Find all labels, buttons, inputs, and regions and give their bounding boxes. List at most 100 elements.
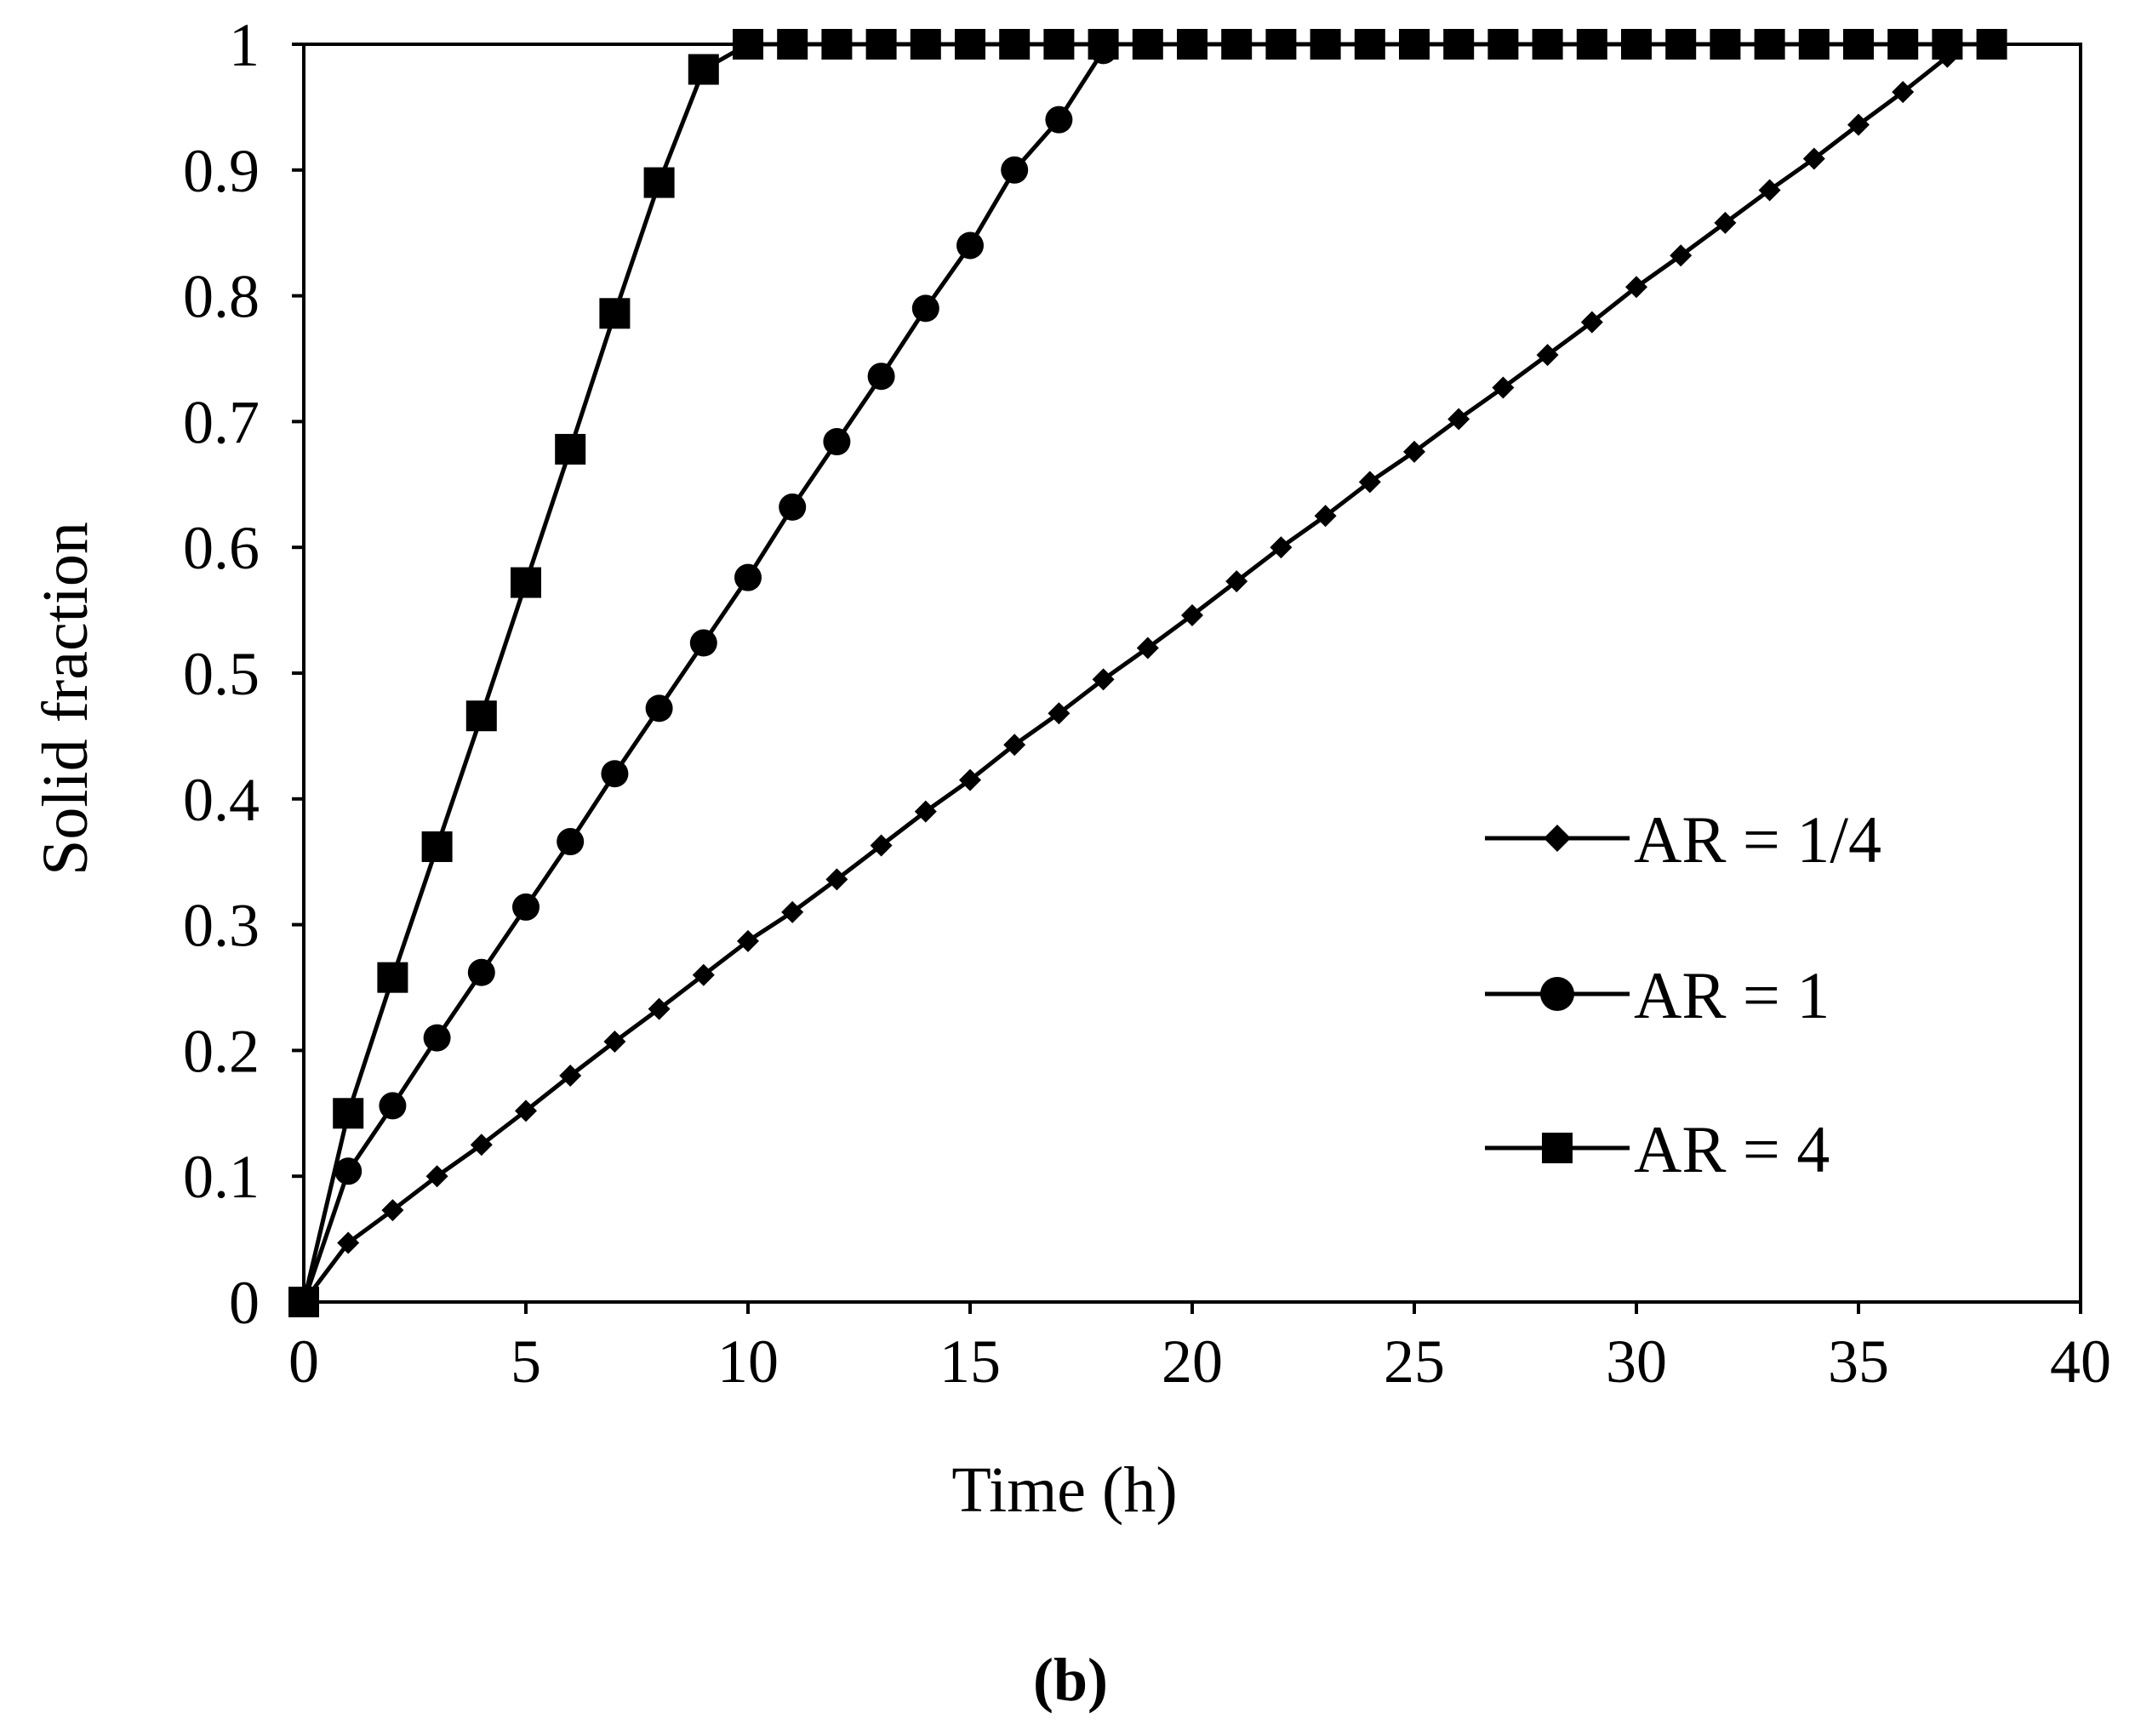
legend: AR = 1/4 AR = 1 AR = 4 <box>1485 802 1881 1186</box>
data-point-ar-1-4 <box>1670 244 1693 267</box>
data-point-ar-1 <box>557 828 585 856</box>
x-axis-title: Time (h) <box>951 1454 1177 1526</box>
data-point-ar-1-4 <box>1270 536 1293 559</box>
legend-item-ar-4: AR = 4 <box>1485 1112 1830 1186</box>
data-point-ar-1-4 <box>1048 702 1070 725</box>
data-point-ar-1 <box>334 1157 363 1185</box>
data-point-ar-1 <box>911 294 939 323</box>
data-point-ar-1 <box>823 428 851 456</box>
data-point-ar-1-4 <box>425 1165 448 1188</box>
data-point-ar-1-4 <box>1358 471 1381 494</box>
y-tick-label: 0.3 <box>183 892 260 960</box>
data-point-ar-1-4 <box>1314 505 1337 528</box>
data-point-ar-1-4 <box>648 997 671 1020</box>
y-tick-label: 0.8 <box>183 263 260 331</box>
data-point-ar-1-4 <box>1802 147 1825 170</box>
data-point-ar-1-4 <box>559 1064 582 1087</box>
data-point-ar-1-4 <box>1536 344 1559 367</box>
y-tick-label: 0.5 <box>183 640 260 708</box>
data-point-ar-1-4 <box>603 1031 626 1054</box>
data-point-ar-1 <box>467 958 495 986</box>
data-point-ar-1-4 <box>1181 604 1203 627</box>
legend-item-ar-1: AR = 1 <box>1485 958 1830 1032</box>
data-point-ar-4 <box>421 831 453 862</box>
y-tick-label: 0.6 <box>183 514 260 582</box>
data-point-ar-1 <box>645 694 673 722</box>
data-point-ar-1 <box>512 893 540 921</box>
legend-label: AR = 4 <box>1634 1112 1830 1186</box>
y-axis-title: Solid fraction <box>30 522 101 876</box>
data-point-ar-1 <box>956 231 984 260</box>
data-point-ar-1-4 <box>870 834 893 857</box>
data-point-ar-1-4 <box>337 1231 360 1254</box>
data-point-ar-4 <box>599 298 631 329</box>
y-tick-label: 0.4 <box>183 766 260 834</box>
data-point-ar-1 <box>734 563 762 591</box>
legend-marker-ar-1-4 <box>1544 825 1571 852</box>
data-point-ar-1 <box>1045 106 1073 134</box>
legend-marker-ar-4 <box>1542 1133 1573 1163</box>
data-point-ar-1-4 <box>1136 637 1159 660</box>
data-point-ar-4 <box>643 167 675 198</box>
data-point-ar-1-4 <box>914 800 937 823</box>
legend-item-ar-1-4: AR = 1/4 <box>1485 802 1881 877</box>
data-point-ar-1-4 <box>1225 570 1248 593</box>
x-tick-label: 0 <box>288 1328 319 1396</box>
data-point-ar-1-4 <box>1758 179 1781 202</box>
data-point-ar-1-4 <box>1492 376 1515 399</box>
legend-label: AR = 1 <box>1634 958 1830 1032</box>
data-point-ar-4 <box>688 54 719 85</box>
panel-label: (b) <box>1033 1646 1108 1714</box>
x-tick-label: 25 <box>1384 1328 1445 1396</box>
legend-marker-ar-1 <box>1540 977 1574 1011</box>
data-point-ar-4 <box>511 567 541 598</box>
data-point-ar-1-4 <box>381 1199 404 1222</box>
x-tick-label: 5 <box>511 1328 541 1396</box>
data-point-ar-1-4 <box>1847 113 1870 136</box>
plot-area-frame <box>302 43 2082 1304</box>
data-point-ar-1-4 <box>959 768 981 791</box>
x-tick-label: 35 <box>1828 1328 1889 1396</box>
data-point-ar-1-4 <box>825 868 848 891</box>
y-tick-label: 0.2 <box>183 1017 260 1085</box>
data-point-ar-1-4 <box>692 963 715 986</box>
data-point-ar-1-4 <box>781 900 804 923</box>
data-point-ar-1-4 <box>1447 408 1470 431</box>
data-point-ar-1-4 <box>1714 211 1737 234</box>
axis-ticks: 0 5 10 15 20 25 30 35 40 0 0.1 0.2 0.3 0.4 0.5 0.6 0.7 0.… <box>183 11 2111 1396</box>
y-tick-label: 0.7 <box>183 388 260 456</box>
data-point-ar-1-4 <box>737 929 759 952</box>
data-point-ar-4 <box>377 962 408 993</box>
data-point-ar-1 <box>423 1024 451 1052</box>
x-tick-label: 10 <box>717 1328 779 1396</box>
data-point-ar-1 <box>1001 156 1029 184</box>
data-point-ar-1-4 <box>1625 276 1647 299</box>
data-point-ar-1-4 <box>470 1134 493 1156</box>
data-point-ar-1 <box>779 493 807 521</box>
y-tick-label: 1 <box>229 11 260 79</box>
data-point-ar-1-4 <box>1003 734 1026 757</box>
data-point-ar-4 <box>333 1098 364 1129</box>
data-point-ar-1-4 <box>1403 440 1425 463</box>
y-tick-label: 0.9 <box>183 137 260 205</box>
series-line-ar-1-4 <box>302 54 1949 1304</box>
data-point-ar-1-4 <box>1580 311 1603 334</box>
data-point-ar-4 <box>555 433 586 465</box>
series-ar-1 <box>290 37 1117 1316</box>
y-tick-label: 0 <box>229 1269 260 1337</box>
x-tick-label: 15 <box>939 1328 1001 1396</box>
x-tick-label: 30 <box>1606 1328 1667 1396</box>
data-point-ar-1-4 <box>515 1099 537 1122</box>
data-point-ar-1-4 <box>1892 81 1915 104</box>
data-point-ar-4 <box>465 700 497 732</box>
data-point-ar-1-4 <box>1092 668 1115 691</box>
data-point-ar-1 <box>379 1092 407 1120</box>
series-ar-1-4 <box>293 45 1959 1313</box>
legend-label: AR = 1/4 <box>1634 802 1881 877</box>
data-point-ar-1 <box>689 629 717 657</box>
series-line-ar-1 <box>301 49 1105 1303</box>
data-point-ar-1 <box>601 760 629 788</box>
y-tick-label: 0.1 <box>183 1143 260 1211</box>
x-tick-label: 40 <box>2050 1328 2111 1396</box>
